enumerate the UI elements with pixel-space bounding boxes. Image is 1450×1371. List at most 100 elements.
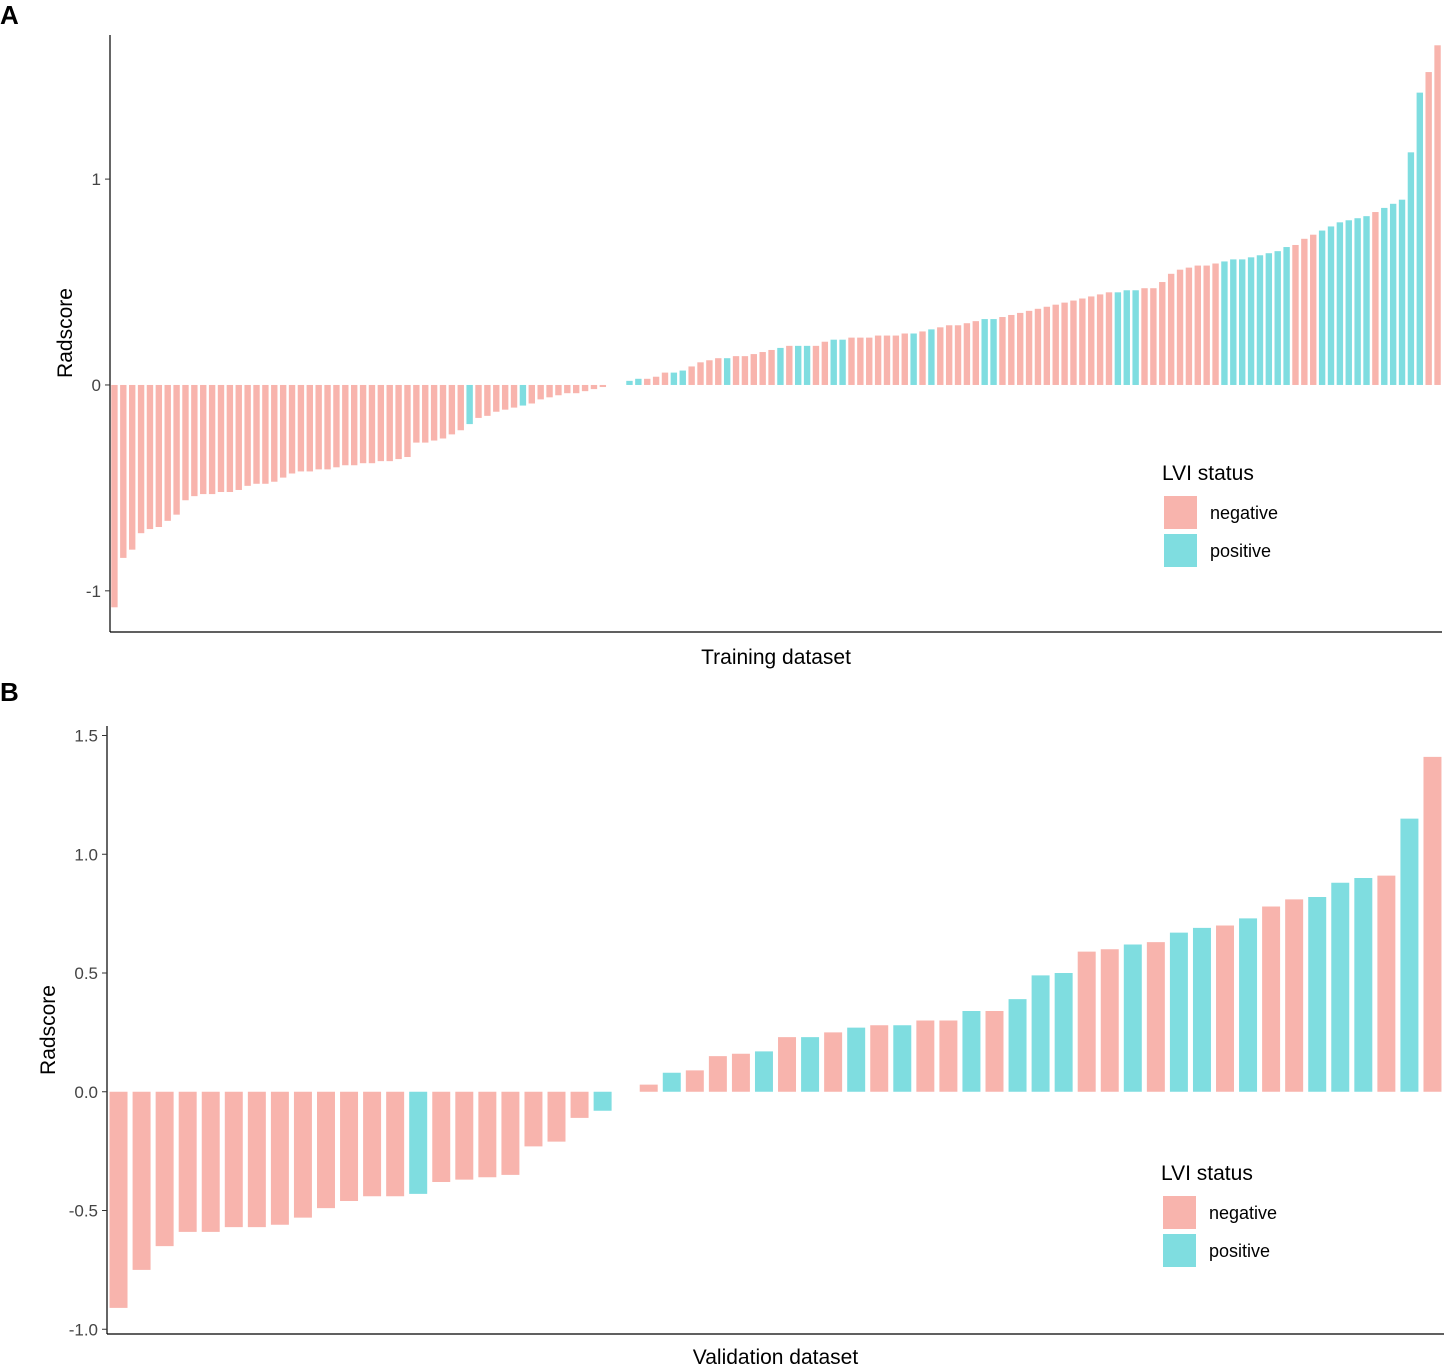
bar-negative bbox=[1310, 234, 1317, 385]
legend-title: LVI status bbox=[1162, 462, 1254, 485]
bar-negative bbox=[293, 1091, 312, 1218]
bar-positive bbox=[670, 372, 678, 385]
bar-negative bbox=[455, 1091, 474, 1180]
chart-panel-a: -1 0 1 Training dataset Radscore LVI status ne… bbox=[54, 35, 1442, 669]
bar-positive bbox=[1354, 878, 1373, 1092]
bar-negative bbox=[1301, 238, 1308, 385]
bar-negative bbox=[1096, 294, 1104, 385]
bar-positive bbox=[1345, 220, 1352, 385]
bar-positive bbox=[1381, 207, 1388, 385]
bar-negative bbox=[786, 345, 793, 385]
bar-negative bbox=[1141, 288, 1148, 385]
bar-positive bbox=[981, 319, 988, 385]
panel-label-a: A bbox=[0, 0, 19, 30]
bar-positive bbox=[662, 1072, 681, 1092]
bar-negative bbox=[200, 384, 207, 495]
panel-label-b: B bbox=[0, 677, 19, 707]
bar-positive bbox=[593, 1091, 612, 1111]
bar-negative bbox=[235, 384, 242, 490]
bar-negative bbox=[1285, 899, 1304, 1092]
legend-label-negative: negative bbox=[1210, 503, 1278, 523]
bar-negative bbox=[688, 366, 695, 385]
bar-positive bbox=[1169, 932, 1188, 1092]
bar-negative bbox=[661, 372, 669, 385]
bar-negative bbox=[652, 376, 660, 385]
legend-label-positive: positive bbox=[1209, 1241, 1270, 1261]
bar-negative bbox=[340, 1091, 359, 1201]
bar-negative bbox=[386, 384, 393, 462]
bar-negative bbox=[432, 1091, 451, 1182]
bar-negative bbox=[155, 1091, 174, 1247]
bar-negative bbox=[224, 1091, 243, 1228]
y-axis-title: Radscore bbox=[54, 288, 77, 378]
bar-negative bbox=[1194, 265, 1201, 385]
bar-negative bbox=[363, 1091, 382, 1197]
bar-negative bbox=[109, 1091, 128, 1308]
bar-negative bbox=[945, 325, 953, 385]
bar-negative bbox=[395, 384, 402, 460]
bar-negative bbox=[173, 384, 180, 515]
bar-negative bbox=[359, 384, 367, 464]
bar-negative bbox=[870, 1025, 889, 1092]
bar-negative bbox=[1077, 951, 1096, 1092]
bar-negative bbox=[315, 384, 322, 470]
bar-positive bbox=[1274, 251, 1281, 385]
bar-positive bbox=[1265, 253, 1273, 385]
bar-negative bbox=[404, 384, 411, 458]
bar-positive bbox=[1318, 230, 1326, 385]
bar-negative bbox=[132, 1091, 151, 1270]
bar-negative bbox=[581, 384, 589, 392]
bar-negative bbox=[939, 1020, 958, 1092]
bar-positive bbox=[754, 1051, 773, 1092]
bar-negative bbox=[537, 384, 544, 400]
bar-negative bbox=[1212, 263, 1219, 385]
legend-title: LVI status bbox=[1161, 1162, 1253, 1185]
bar-negative bbox=[547, 1091, 566, 1142]
bar-positive bbox=[801, 1037, 820, 1092]
bar-positive bbox=[635, 378, 642, 385]
bar-negative bbox=[377, 384, 385, 462]
bar-negative bbox=[1292, 244, 1299, 385]
bar-negative bbox=[546, 384, 553, 398]
bar-positive bbox=[910, 333, 917, 385]
legend-label-positive: positive bbox=[1210, 541, 1271, 561]
bar-positive bbox=[1247, 257, 1255, 385]
bar-negative bbox=[866, 337, 873, 385]
bar-negative bbox=[217, 384, 225, 493]
bar-negative bbox=[120, 384, 127, 558]
bar-negative bbox=[750, 354, 757, 385]
bar-positive bbox=[1256, 255, 1264, 385]
bar-negative bbox=[129, 384, 136, 550]
bar-negative bbox=[708, 1056, 727, 1092]
bar-negative bbox=[306, 384, 313, 472]
bar-negative bbox=[111, 384, 118, 608]
bar-negative bbox=[413, 384, 420, 443]
bar-negative bbox=[916, 1020, 935, 1092]
bar-positive bbox=[990, 319, 997, 385]
bar-negative bbox=[368, 384, 376, 464]
bar-negative bbox=[732, 356, 740, 385]
bar-negative bbox=[1203, 265, 1210, 385]
bar-negative bbox=[1176, 269, 1184, 385]
bar-negative bbox=[892, 335, 900, 385]
bar-negative bbox=[874, 335, 882, 385]
y-tick-label: -1.0 bbox=[69, 1320, 98, 1339]
bar-negative bbox=[1159, 282, 1166, 385]
bar-negative bbox=[883, 335, 891, 385]
bar-positive bbox=[928, 329, 935, 385]
bar-negative bbox=[715, 358, 722, 385]
bar-negative bbox=[297, 384, 305, 472]
bar-positive bbox=[1132, 290, 1139, 385]
bar-negative bbox=[1088, 296, 1095, 385]
bar-negative bbox=[824, 1032, 843, 1092]
bar-positive bbox=[1114, 292, 1122, 385]
bar-negative bbox=[706, 360, 713, 385]
bar-negative bbox=[386, 1091, 405, 1197]
bar-negative bbox=[937, 327, 944, 385]
bar-negative bbox=[1372, 212, 1379, 385]
bar-negative bbox=[146, 384, 154, 530]
bar-negative bbox=[644, 378, 651, 385]
bar-positive bbox=[1398, 199, 1406, 385]
x-axis-title: Training dataset bbox=[701, 646, 851, 669]
bar-negative bbox=[590, 384, 598, 390]
